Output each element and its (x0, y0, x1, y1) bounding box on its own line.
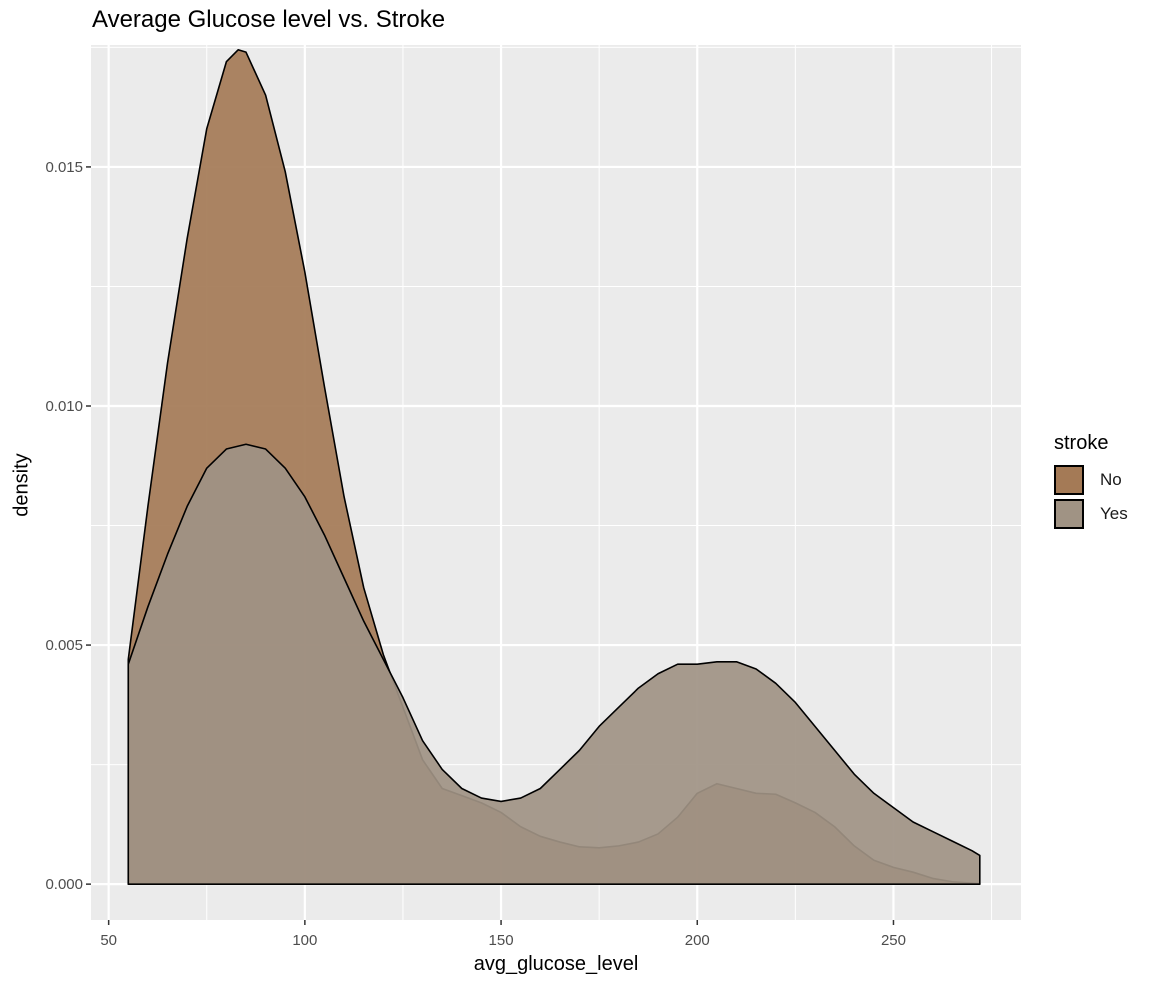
density-area-yes (127, 443, 981, 885)
chart-title: Average Glucose level vs. Stroke (92, 6, 446, 33)
legend-item-no: No (1054, 463, 1128, 497)
legend-title: stroke (1054, 432, 1109, 454)
y-tick-label: 0.000 (45, 876, 83, 893)
y-tick-label: 0.005 (45, 637, 83, 654)
legend-swatch-yes (1054, 499, 1084, 529)
x-axis-label: avg_glucose_level (473, 953, 639, 975)
y-tick-label: 0.010 (45, 398, 83, 415)
legend-label-yes: Yes (1100, 504, 1128, 523)
x-tick-label: 100 (292, 932, 317, 949)
x-tick-label: 200 (685, 932, 710, 949)
legend-label-no: No (1100, 470, 1122, 489)
legend-item-yes: Yes (1054, 497, 1128, 531)
legend-swatch-no (1054, 465, 1084, 495)
x-tick-label: 50 (100, 932, 117, 949)
x-tick-label: 250 (881, 932, 906, 949)
y-axis-label: density (10, 453, 33, 517)
y-tick-label: 0.015 (45, 159, 83, 176)
x-tick-label: 150 (489, 932, 514, 949)
legend: stroke No Yes (1054, 432, 1128, 531)
